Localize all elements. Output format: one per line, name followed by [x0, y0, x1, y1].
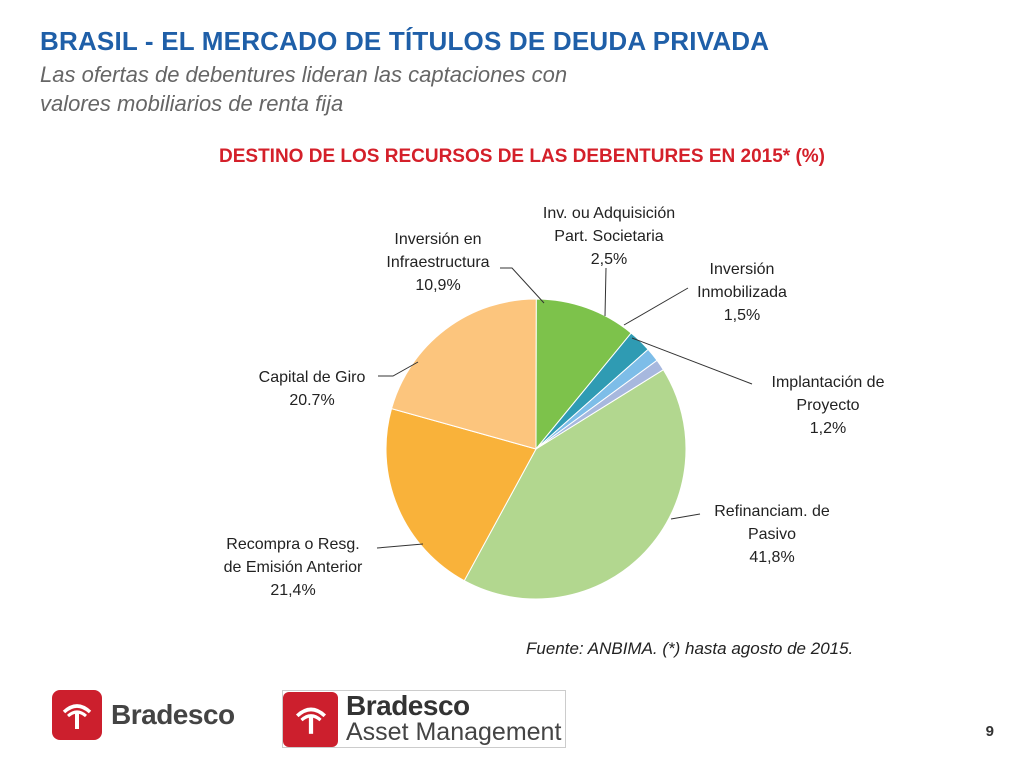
leader-line-1 — [376, 543, 424, 549]
slice-label-6: Implantación de Proyecto 1,2% — [772, 374, 885, 437]
slice-label-line: 21,4% — [270, 582, 315, 599]
page-subtitle: Las ofertas de debentures lideran las ca… — [40, 60, 760, 118]
bradesco-asset-management-logo: Bradesco Asset Management — [282, 690, 567, 748]
slice-label-4: Inv. ou Adquisición Part. Societaria 2,5% — [543, 205, 675, 268]
bradesco-tree-icon — [283, 691, 338, 747]
slice-label-line: 1,5% — [724, 307, 760, 324]
slice-label-line: Inv. ou Adquisición — [543, 205, 675, 222]
leader-line-5 — [623, 287, 689, 326]
slice-label-5: Inversión Inmobilizada 1,5% — [697, 261, 787, 324]
bradesco-logo: Bradesco — [52, 690, 235, 740]
bradesco-logo-text: Bradesco — [111, 699, 235, 730]
slice-label-line: Refinanciam. de — [714, 503, 830, 520]
subtitle-line-1: Las ofertas de debentures lideran las ca… — [40, 62, 568, 87]
slice-label-line: 1,2% — [810, 420, 846, 437]
slice-label-3: Inversión en Infraestructura 10,9% — [386, 231, 489, 294]
pie-slice-2 — [390, 298, 537, 450]
slice-label-line: Part. Societaria — [554, 228, 663, 245]
leader-line-0 — [670, 513, 701, 520]
subtitle-line-2: valores mobiliarios de renta fija — [40, 91, 344, 116]
leader-line-2 — [378, 361, 419, 377]
leader-line-3 — [500, 267, 545, 304]
page-title: BRASIL - EL MERCADO DE TÍTULOS DE DEUDA … — [40, 26, 770, 56]
slice-label-line: Proyecto — [796, 397, 859, 414]
slice-label-line: 20.7% — [289, 392, 334, 409]
slice-label-2: Capital de Giro 20.7% — [259, 369, 366, 409]
slice-label-line: Infraestructura — [386, 254, 489, 271]
slice-label-line: Inmobilizada — [697, 284, 787, 301]
slice-label-line: Capital de Giro — [259, 369, 366, 386]
slice-label-line: Inversión en — [394, 231, 481, 248]
pie-slice-6 — [535, 359, 665, 450]
slice-label-line: 2,5% — [591, 251, 627, 268]
leader-line-4 — [604, 267, 607, 317]
slice-label-line: Pasivo — [748, 526, 796, 543]
slice-label-line: 10,9% — [415, 277, 460, 294]
bradesco-tree-icon — [52, 690, 102, 740]
slice-label-line: Implantación de — [772, 374, 885, 391]
pie-slice-1 — [385, 407, 537, 582]
leader-line-6 — [631, 337, 753, 385]
slice-label-line: Inversión — [710, 261, 775, 278]
slice-label-line: Recompra o Resg. — [226, 536, 359, 553]
slice-label-1: Recompra o Resg. de Emisión Anterior 21,4% — [224, 536, 363, 599]
slice-label-line: de Emisión Anterior — [224, 559, 363, 576]
page-number: 9 — [985, 723, 994, 740]
source-note: Fuente: ANBIMA. (*) hasta agosto de 2015… — [526, 639, 854, 658]
slice-label-line: 41,8% — [749, 549, 794, 566]
slice-label-0: Refinanciam. de Pasivo 41,8% — [714, 503, 830, 566]
asset-logo-line-1: Bradesco — [346, 690, 470, 721]
pie-slice-0 — [463, 369, 687, 600]
asset-logo-line-2: Asset Management — [346, 718, 562, 746]
chart-title: DESTINO DE LOS RECURSOS DE LAS DEBENTURE… — [219, 146, 825, 167]
